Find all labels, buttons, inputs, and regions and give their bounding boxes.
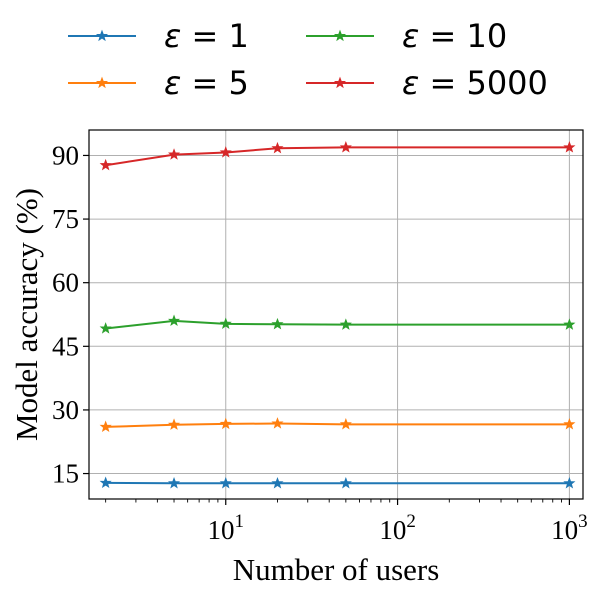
data-point xyxy=(99,158,112,171)
data-point xyxy=(219,317,232,329)
y-tick-label: 60 xyxy=(52,268,79,298)
legend-marker xyxy=(333,76,347,89)
data-point xyxy=(271,141,284,154)
legend-label: ε = 10 xyxy=(402,17,507,55)
x-tick-label: 101 xyxy=(208,511,245,545)
y-tick-label: 90 xyxy=(52,140,79,170)
data-point xyxy=(167,314,181,327)
legend-item-10: ε = 10 xyxy=(306,17,507,55)
data-point xyxy=(167,418,181,430)
data-point xyxy=(339,141,352,153)
grid xyxy=(89,130,583,499)
data-point xyxy=(339,417,352,430)
legend-item-1: ε = 1 xyxy=(68,17,249,55)
series-5 xyxy=(99,417,576,433)
data-point xyxy=(339,476,352,489)
legend-label: ε = 5 xyxy=(164,64,249,102)
legend-marker xyxy=(95,76,109,89)
y-tick-label: 75 xyxy=(52,204,79,234)
data-point xyxy=(563,318,576,330)
series-1 xyxy=(99,476,576,489)
series-5000 xyxy=(99,141,576,171)
y-tick-label: 15 xyxy=(52,459,79,489)
data-point xyxy=(99,476,112,489)
legend-marker xyxy=(95,29,109,42)
series-line xyxy=(105,146,570,167)
data-point xyxy=(563,476,576,489)
legend-label: ε = 5000 xyxy=(402,64,548,102)
data-point xyxy=(219,146,232,158)
data-point xyxy=(271,476,284,489)
series-10 xyxy=(99,314,576,334)
y-axis-title: Model accuracy (%) xyxy=(9,188,44,441)
legend-marker xyxy=(333,29,347,42)
data-point xyxy=(271,417,284,429)
data-point xyxy=(271,317,284,330)
data-point xyxy=(219,476,232,489)
data-point xyxy=(99,420,112,433)
y-tick-label: 30 xyxy=(52,395,79,425)
data-point xyxy=(339,318,352,330)
data-point xyxy=(167,476,181,489)
legend: ε = 1 ε = 5 ε = 10 ε = 5000 xyxy=(68,17,548,102)
legend-item-5000: ε = 5000 xyxy=(306,64,548,102)
x-axis-title: Number of users xyxy=(233,552,440,587)
legend-label: ε = 1 xyxy=(164,17,249,55)
series-line xyxy=(105,319,570,330)
legend-item-5: ε = 5 xyxy=(68,64,249,102)
plot-frame xyxy=(88,129,584,500)
x-tick-label: 103 xyxy=(551,511,588,545)
series-layer xyxy=(99,141,576,489)
data-point xyxy=(563,141,576,153)
axes: 15 30 45 60 75 90 101 102 103 xyxy=(52,140,588,545)
data-point xyxy=(167,148,181,160)
x-tick-label: 102 xyxy=(379,511,416,545)
series-line xyxy=(105,422,570,428)
y-tick-label: 45 xyxy=(52,331,79,361)
data-point xyxy=(99,322,112,334)
data-point xyxy=(563,417,576,430)
data-point xyxy=(219,417,232,430)
